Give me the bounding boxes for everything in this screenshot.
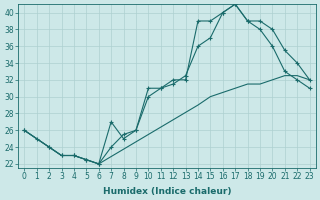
X-axis label: Humidex (Indice chaleur): Humidex (Indice chaleur)	[103, 187, 231, 196]
